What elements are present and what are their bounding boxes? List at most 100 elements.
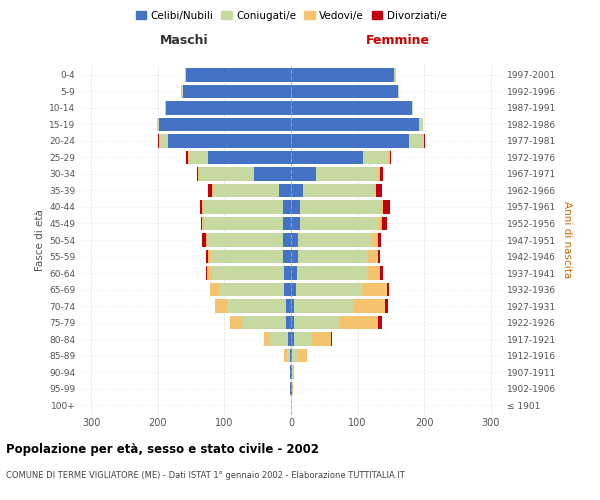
Bar [210, 283, 219, 296]
Bar [290, 349, 291, 362]
Bar [291, 118, 419, 131]
Bar [227, 300, 286, 313]
Bar [293, 366, 295, 379]
Bar [295, 300, 353, 313]
Bar [159, 134, 168, 147]
Bar [283, 200, 291, 214]
Bar [303, 184, 375, 197]
Bar [202, 233, 206, 247]
Bar [208, 184, 212, 197]
Bar [394, 68, 395, 82]
Bar [188, 150, 189, 164]
Bar [298, 250, 368, 264]
Bar [362, 283, 387, 296]
Bar [214, 184, 279, 197]
Bar [316, 167, 378, 180]
Bar [299, 200, 381, 214]
Bar [292, 349, 298, 362]
Bar [291, 283, 296, 296]
Bar [291, 150, 363, 164]
Bar [378, 167, 380, 180]
Bar [409, 134, 424, 147]
Bar [368, 250, 377, 264]
Bar [279, 184, 291, 197]
Bar [242, 316, 286, 330]
Bar [181, 84, 182, 98]
Bar [387, 283, 389, 296]
Bar [284, 266, 291, 280]
Bar [270, 332, 289, 346]
Bar [206, 250, 208, 264]
Bar [291, 200, 299, 214]
Bar [291, 300, 295, 313]
Bar [375, 184, 376, 197]
Bar [283, 216, 291, 230]
Bar [168, 134, 291, 147]
Bar [377, 233, 381, 247]
Bar [289, 332, 291, 346]
Bar [291, 184, 303, 197]
Bar [376, 184, 382, 197]
Bar [202, 200, 205, 214]
Bar [215, 300, 227, 313]
Bar [206, 233, 208, 247]
Bar [291, 68, 394, 82]
Bar [299, 216, 378, 230]
Bar [206, 266, 207, 280]
Bar [158, 134, 159, 147]
Bar [291, 250, 298, 264]
Bar [200, 167, 254, 180]
Bar [419, 118, 424, 131]
Bar [208, 250, 211, 264]
Bar [186, 68, 291, 82]
Bar [381, 200, 383, 214]
Bar [424, 134, 425, 147]
Bar [284, 283, 291, 296]
Bar [283, 250, 291, 264]
Bar [207, 266, 212, 280]
Bar [208, 233, 283, 247]
Bar [353, 300, 385, 313]
Bar [287, 349, 290, 362]
Bar [164, 101, 166, 114]
Bar [380, 266, 383, 280]
Bar [291, 84, 398, 98]
Bar [298, 233, 372, 247]
Bar [297, 266, 368, 280]
Bar [219, 283, 284, 296]
Bar [372, 233, 377, 247]
Bar [380, 167, 383, 180]
Bar [291, 332, 293, 346]
Bar [265, 332, 270, 346]
Bar [189, 150, 208, 164]
Bar [212, 266, 284, 280]
Bar [291, 316, 295, 330]
Bar [292, 382, 293, 396]
Bar [291, 366, 292, 379]
Bar [200, 200, 202, 214]
Bar [212, 184, 214, 197]
Bar [389, 150, 391, 164]
Bar [291, 382, 292, 396]
Bar [383, 200, 389, 214]
Bar [291, 349, 292, 362]
Bar [378, 216, 382, 230]
Bar [398, 84, 399, 98]
Bar [283, 233, 291, 247]
Bar [197, 167, 199, 180]
Bar [284, 349, 287, 362]
Bar [187, 150, 188, 164]
Bar [298, 349, 307, 362]
Bar [412, 101, 413, 114]
Text: Popolazione per età, sesso e stato civile - 2002: Popolazione per età, sesso e stato civil… [6, 442, 319, 456]
Bar [296, 283, 362, 296]
Bar [368, 266, 380, 280]
Bar [290, 382, 291, 396]
Y-axis label: Fasce di età: Fasce di età [35, 209, 45, 271]
Bar [290, 366, 291, 379]
Bar [291, 266, 297, 280]
Bar [286, 316, 291, 330]
Bar [291, 167, 316, 180]
Bar [286, 300, 291, 313]
Bar [254, 167, 291, 180]
